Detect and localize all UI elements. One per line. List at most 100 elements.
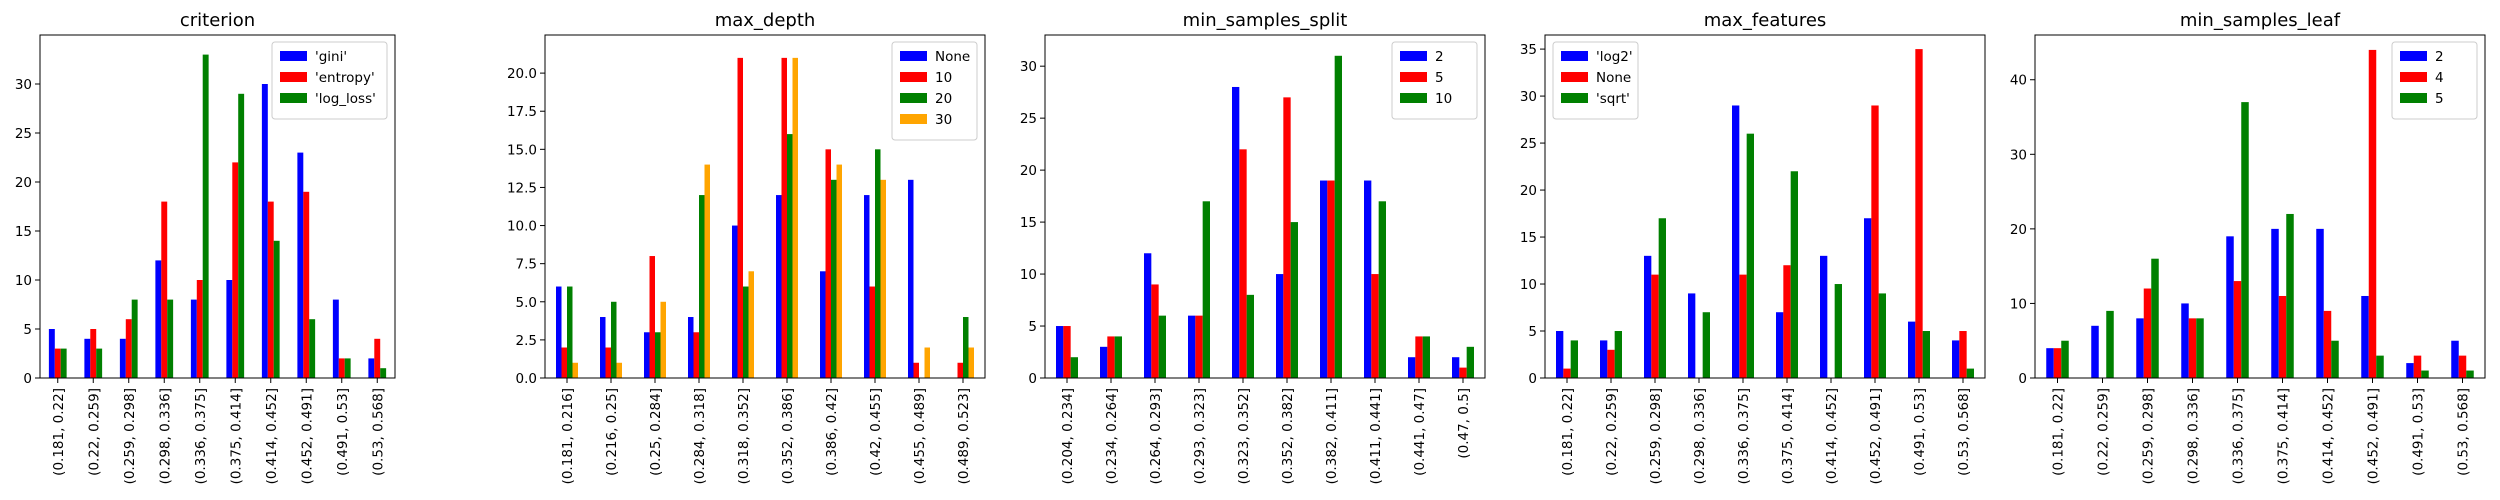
x-tick-label: (0.375, 0.414]	[2276, 388, 2292, 484]
bar	[1922, 331, 1930, 378]
bar	[1614, 331, 1622, 378]
bar	[556, 286, 562, 378]
legend-swatch	[900, 93, 927, 103]
bar	[2106, 310, 2114, 378]
legend-swatch	[900, 114, 927, 124]
bar	[605, 347, 611, 378]
bar	[1452, 357, 1460, 378]
y-tick-label: 10	[2010, 296, 2027, 312]
bar	[297, 152, 304, 378]
legend-swatch	[280, 93, 307, 103]
bar	[1320, 180, 1328, 378]
bar	[267, 201, 274, 378]
y-tick-label: 30	[15, 77, 32, 93]
y-tick-label: 40	[2010, 73, 2027, 89]
y-tick-label: 20	[1520, 183, 1537, 199]
bar	[84, 338, 91, 378]
bar	[649, 256, 655, 378]
bar	[820, 271, 826, 378]
y-tick-label: 12.5	[507, 180, 537, 196]
bar	[273, 240, 280, 378]
y-tick-label: 17.5	[507, 104, 537, 120]
x-tick-label: (0.259, 0.298]	[2141, 388, 2157, 484]
x-tick-label: (0.414, 0.452]	[264, 388, 280, 484]
y-tick-label: 30	[1020, 59, 1037, 75]
bar	[119, 338, 126, 378]
legend-swatch	[1561, 72, 1588, 82]
legend-label: 'log2'	[1596, 49, 1633, 65]
bar	[1820, 255, 1828, 378]
x-tick-label: (0.323, 0.352]	[1236, 388, 1252, 484]
bar	[380, 368, 387, 378]
x-tick-label: (0.375, 0.414]	[1780, 388, 1796, 484]
y-tick-label: 35	[1520, 42, 1537, 58]
bar	[167, 299, 174, 378]
bar	[1864, 218, 1872, 378]
bar	[792, 57, 798, 379]
bar	[1556, 331, 1564, 378]
bar	[1378, 201, 1386, 378]
x-tick-label: (0.293, 0.323]	[1192, 388, 1208, 484]
legend-label: 4	[2435, 70, 2444, 86]
bar	[1422, 336, 1430, 378]
x-tick-label: (0.336, 0.375]	[193, 388, 209, 484]
bar	[831, 179, 837, 378]
bar	[2466, 370, 2474, 378]
bar	[96, 348, 103, 378]
bar	[2271, 228, 2279, 378]
bar	[957, 362, 963, 378]
bar	[913, 362, 919, 378]
x-tick-label: (0.491, 0.53]	[2411, 388, 2427, 476]
bar	[1878, 293, 1886, 378]
bar	[1239, 149, 1247, 378]
bar	[732, 225, 738, 378]
x-tick-label: (0.259, 0.298]	[1648, 388, 1664, 484]
bar	[2136, 318, 2144, 378]
bar	[2233, 281, 2242, 378]
axes-frame	[1544, 34, 1986, 379]
bar	[875, 149, 881, 378]
chart-title: min_samples_split	[1183, 10, 1348, 31]
bar	[787, 134, 793, 378]
bar	[1908, 321, 1916, 378]
bar	[2143, 288, 2152, 378]
bar	[1202, 201, 1210, 378]
y-tick-label: 30	[1520, 89, 1537, 105]
x-tick-label: (0.25, 0.284]	[648, 388, 664, 476]
bar	[1732, 105, 1740, 378]
y-tick-label: 15	[15, 224, 32, 240]
bar	[261, 84, 268, 378]
x-tick-label: (0.204, 0.234]	[1060, 388, 1076, 484]
bar	[616, 362, 622, 378]
bar	[1563, 368, 1571, 378]
bar	[1739, 274, 1747, 378]
x-tick-label: (0.42, 0.455]	[868, 388, 884, 476]
bar	[1195, 315, 1203, 378]
axes-frame	[544, 34, 986, 379]
bar	[869, 286, 875, 378]
bar	[1688, 293, 1696, 378]
chart-panel-min_samples_leaf: min_samples_leaf 0 10 20 30 40 (0.181, 0.22] (0…	[2010, 10, 2486, 484]
bar	[567, 286, 573, 378]
bar	[54, 348, 61, 378]
y-tick-label: 10.0	[507, 219, 537, 235]
x-tick-label: (0.414, 0.452]	[2321, 388, 2337, 484]
bar	[1371, 274, 1379, 378]
bar	[232, 162, 239, 378]
y-tick-label: 5.0	[516, 295, 537, 311]
bar	[309, 319, 316, 378]
legend-label: 'sqrt'	[1596, 91, 1630, 107]
legend-label: 2	[2435, 49, 2444, 65]
bar	[368, 358, 375, 378]
bar	[338, 358, 345, 378]
bar	[1570, 340, 1578, 378]
bar	[880, 179, 886, 378]
legend: 2 4 5	[2391, 41, 2478, 120]
bar	[1114, 336, 1122, 378]
x-tick-label: (0.53, 0.568]	[370, 388, 386, 476]
x-tick-label: (0.382, 0.411]	[1324, 388, 1340, 484]
bar	[1107, 336, 1115, 378]
bar	[963, 317, 969, 378]
legend-label: 5	[2435, 91, 2444, 107]
